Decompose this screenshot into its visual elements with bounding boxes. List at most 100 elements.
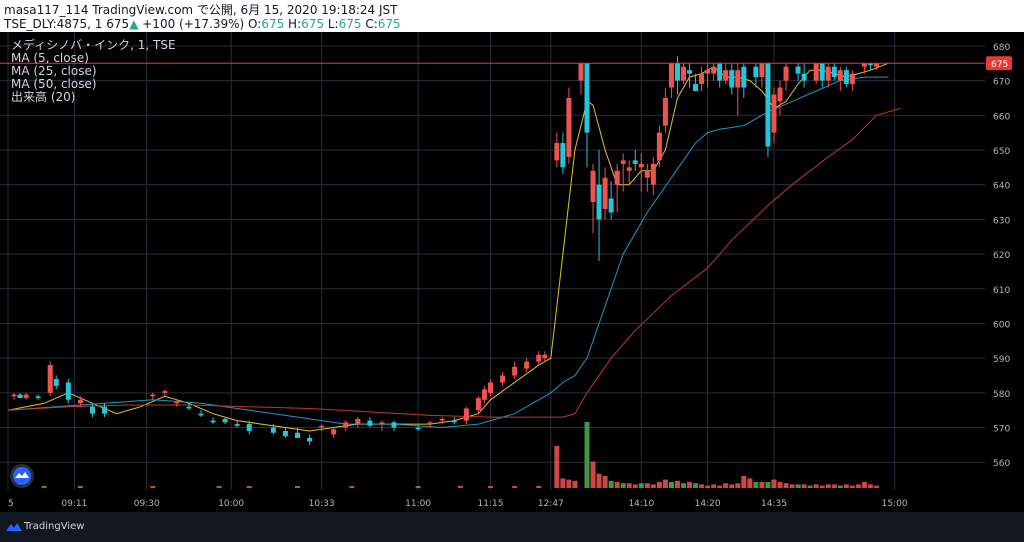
candle-body <box>795 66 801 74</box>
time-tick-label: 10:33 <box>309 499 335 509</box>
footer-brand[interactable]: TradingView <box>24 521 85 532</box>
candle-body <box>705 70 711 74</box>
candle-body <box>210 420 216 423</box>
candle-body <box>500 375 506 383</box>
volume-bar <box>723 483 729 488</box>
volume-bar <box>693 483 699 488</box>
candle-body <box>620 160 626 164</box>
candle-body <box>741 66 747 88</box>
candle-body <box>729 70 735 88</box>
volume-bar <box>831 484 837 488</box>
candle-body <box>11 394 17 397</box>
volume-bar <box>759 482 765 488</box>
candle-body <box>150 394 156 397</box>
candle-body <box>343 422 349 428</box>
legend-ma25[interactable]: MA (25, close) <box>11 64 97 78</box>
volume-bar <box>741 476 747 488</box>
volume-bar <box>644 483 650 488</box>
candle-body <box>801 73 807 81</box>
candle-body <box>451 420 457 423</box>
candle-body <box>578 63 584 81</box>
candle-body <box>89 406 95 414</box>
price-tick-label: 570 <box>993 425 1010 435</box>
candle-body <box>759 63 765 78</box>
price-tick-label: 580 <box>993 390 1010 400</box>
volume-bar <box>246 486 252 488</box>
volume-bar <box>150 486 156 488</box>
volume-bar <box>662 479 668 488</box>
time-tick-label: 10:00 <box>218 499 244 509</box>
candle-body <box>295 432 300 438</box>
volume-bar <box>602 476 608 488</box>
volume-bar <box>681 483 686 488</box>
candle-body <box>427 422 433 425</box>
candle-body <box>481 389 487 400</box>
candle-body <box>753 66 759 78</box>
close-value: 675 <box>377 17 401 31</box>
ma-line <box>7 76 889 429</box>
volume-bar <box>656 482 662 488</box>
volume-bar <box>650 484 656 488</box>
candle-body <box>668 63 674 88</box>
price-axis[interactable]: 560 570 580 590 600 610 620 630 640 650 660 670 680 6… <box>986 43 1012 469</box>
time-tick-label: 15:00 <box>882 499 908 509</box>
candle-body <box>566 97 572 157</box>
candle-body <box>65 382 71 400</box>
chart-header: masa117_114 TradingView.com で公開, 6月 15, … <box>0 0 1024 32</box>
time-tick-label: 11:15 <box>478 499 504 509</box>
candle-body <box>783 66 789 81</box>
legend-ma5[interactable]: MA (5, close) <box>11 51 89 65</box>
candle-body <box>542 354 548 359</box>
candle-body <box>186 406 192 409</box>
tradingview-logo-icon <box>6 523 22 531</box>
volume-bar <box>512 486 518 488</box>
candle-body <box>867 63 873 65</box>
candle-body <box>614 170 620 185</box>
open-label: O: <box>248 17 262 31</box>
candle-body <box>319 425 325 428</box>
candle-body <box>711 66 717 74</box>
price-tick-label: 630 <box>993 216 1010 226</box>
volume-bar <box>216 486 222 488</box>
last-price-tag <box>986 56 1012 71</box>
candle-body <box>626 167 632 171</box>
time-axis[interactable]: 5 09:11 09:30 10:00 10:33 11:00 11:15 12:47 14:1… <box>8 499 908 509</box>
volume-bar <box>789 484 795 488</box>
legend-volume[interactable]: 出来高 (20) <box>11 89 75 104</box>
candle-body <box>837 70 843 81</box>
volume-bar <box>753 482 759 488</box>
candle-body <box>874 63 879 67</box>
candle-body <box>735 70 741 88</box>
legend-ma50[interactable]: MA (50, close) <box>11 77 97 91</box>
volume-bar <box>536 486 542 488</box>
candle-body <box>35 396 41 399</box>
chart-legend: メディシノバ・インク, 1, TSE MA (5, close) MA (25,… <box>11 37 176 104</box>
chart-area[interactable]: 560 570 580 590 600 610 620 630 640 650 660 670 680 6… <box>0 32 1024 512</box>
volume-bar <box>584 422 590 488</box>
candle-body <box>554 143 560 161</box>
volume-bar <box>801 484 807 488</box>
candle-body <box>198 413 204 416</box>
volume-bar <box>687 482 693 488</box>
volume-bar <box>566 479 572 488</box>
footer-bar: TradingView <box>0 512 1024 542</box>
candle-body <box>415 427 421 430</box>
volume-bar <box>735 483 741 488</box>
volume-bar <box>699 484 705 488</box>
candle-body <box>674 63 680 81</box>
candlestick-chart[interactable]: 560 570 580 590 600 610 620 630 640 650 660 670 680 6… <box>0 32 1024 512</box>
price-tick-label: 680 <box>993 43 1010 53</box>
tradingview-badge-icon[interactable] <box>10 464 34 488</box>
volume-bar <box>705 485 711 488</box>
candle-body <box>596 184 602 220</box>
volume-bars <box>41 422 879 488</box>
time-tick-label: 09:11 <box>61 499 87 509</box>
symbol-label: TSE_DLY:4875, 1 <box>4 17 103 31</box>
volume-bar <box>861 482 867 488</box>
volume-bar <box>614 482 620 488</box>
candle-body <box>524 361 530 369</box>
volume-bar <box>874 485 879 488</box>
time-tick-label: 12:47 <box>538 499 564 509</box>
candle-body <box>717 63 723 81</box>
candle-body <box>560 143 566 168</box>
